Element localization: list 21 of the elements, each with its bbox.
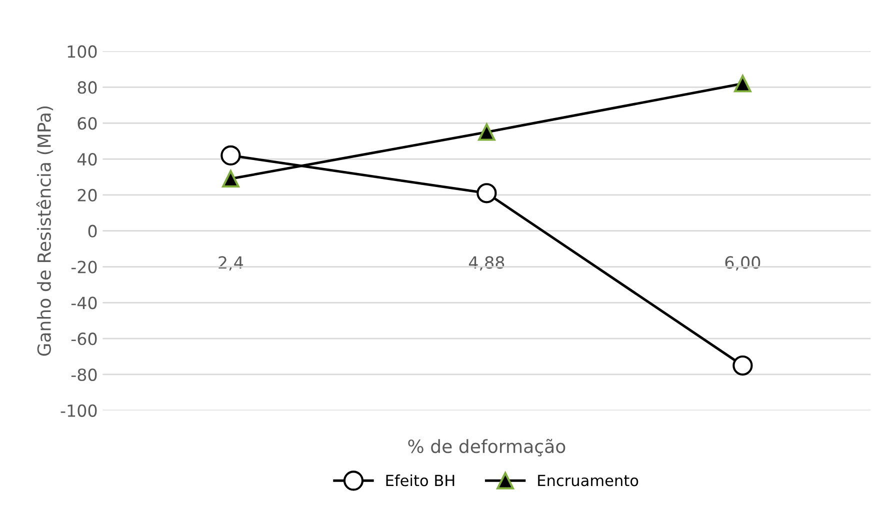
y-tick-label: 40 [77, 152, 97, 166]
x-axis-title: % de deformação [408, 438, 566, 456]
y-tick-label: -60 [71, 332, 97, 346]
y-tick-label: -40 [71, 296, 97, 310]
point [476, 183, 497, 204]
y-tick-label: -80 [71, 368, 97, 382]
y-tick-label: 0 [88, 224, 97, 238]
point [222, 170, 240, 188]
y-tick-label: -20 [71, 260, 97, 274]
y-tick-label: 20 [78, 188, 97, 202]
y-axis-title: Ganho de Resistência (MPa) [36, 106, 54, 356]
point [220, 145, 241, 166]
legend-label: Encruamento [538, 474, 638, 486]
point [732, 355, 753, 376]
y-tick-label: -100 [60, 404, 97, 417]
y-tick-label: 60 [78, 117, 97, 130]
point [734, 74, 752, 92]
legend-label: Efeito BH [386, 474, 454, 486]
y-tick-label: 80 [78, 81, 97, 94]
y-tick-label: 100 [68, 45, 97, 58]
point [478, 123, 496, 141]
